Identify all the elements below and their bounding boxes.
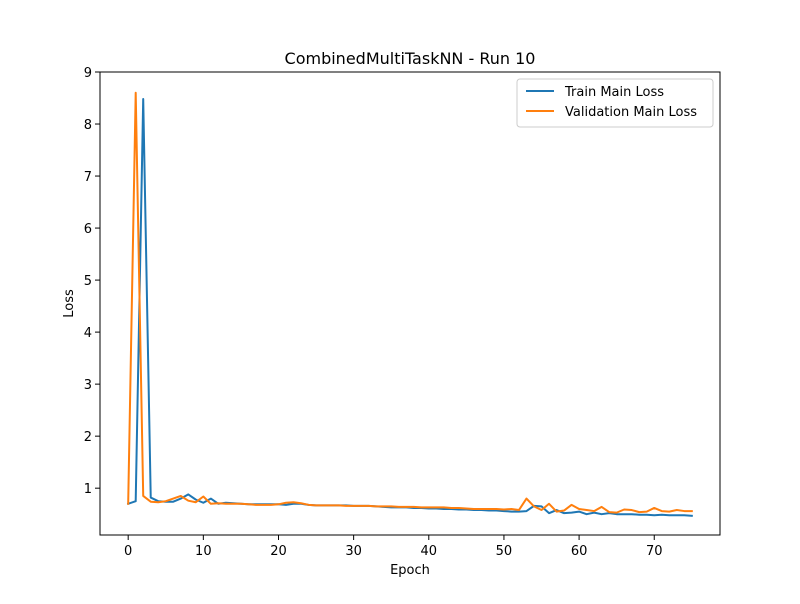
- plot-lines: [126, 91, 693, 517]
- x-tick-label: 70: [646, 544, 663, 559]
- x-tick-label: 0: [124, 544, 132, 559]
- y-tick-label: 6: [84, 222, 92, 237]
- y-tick-label: 9: [84, 66, 92, 81]
- x-tick-label: 10: [195, 544, 212, 559]
- x-tick-label: 50: [496, 544, 513, 559]
- x-axis-ticks: 0 10 20 30 40 50 60 70: [124, 535, 663, 559]
- y-tick-label: 7: [84, 170, 92, 185]
- y-tick-label: 1: [84, 482, 92, 497]
- legend-label-train: Train Main Loss: [564, 85, 664, 100]
- y-tick-label: 8: [84, 118, 92, 133]
- chart-title: CombinedMultiTaskNN - Run 10: [285, 49, 536, 68]
- axes-frame: [99, 71, 721, 536]
- y-tick-label: 5: [84, 274, 92, 289]
- y-axis-ticks: 1 2 3 4 5 6 7 8 9: [84, 66, 100, 497]
- x-tick-label: 20: [270, 544, 287, 559]
- y-axis-label: Loss: [62, 289, 77, 318]
- x-tick-label: 60: [571, 544, 588, 559]
- y-tick-label: 3: [84, 378, 92, 393]
- x-tick-label: 30: [345, 544, 362, 559]
- legend: Train Main Loss Validation Main Loss: [516, 78, 714, 128]
- validation-loss-line: [127, 91, 693, 514]
- y-tick-label: 2: [84, 430, 92, 445]
- y-tick-label: 4: [84, 326, 92, 341]
- legend-frame: [516, 78, 714, 128]
- legend-label-validation: Validation Main Loss: [565, 105, 697, 120]
- x-axis-label: Epoch: [390, 563, 430, 578]
- x-tick-label: 40: [421, 544, 438, 559]
